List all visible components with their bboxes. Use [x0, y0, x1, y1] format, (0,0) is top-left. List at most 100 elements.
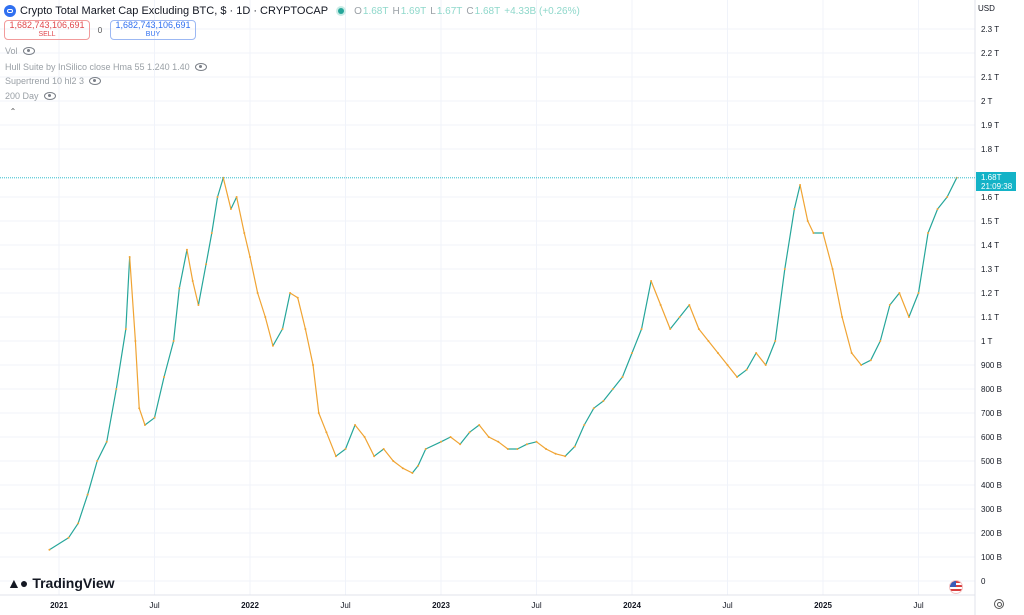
price-segment [249, 256, 259, 294]
price-segment [908, 292, 920, 318]
price-point [424, 448, 427, 450]
market-status-icon [338, 8, 345, 14]
price-point [799, 184, 802, 186]
ohlc-high-key: H [392, 5, 400, 17]
price-segment [774, 268, 786, 342]
price-segment [230, 196, 238, 210]
price-point [745, 368, 748, 371]
chart-grid [0, 0, 975, 595]
price-point [554, 452, 557, 455]
currency-label[interactable]: USD [978, 4, 995, 13]
gear-icon[interactable] [994, 599, 1004, 609]
price-segment [115, 328, 127, 390]
eye-icon[interactable] [43, 92, 56, 100]
sell-button[interactable]: 1,682,743,106,691 SELL [4, 20, 90, 40]
bar-countdown: 21:09:38 [981, 182, 1013, 191]
price-segment [67, 522, 79, 539]
tradingview-logo[interactable]: ▲● TradingView [7, 575, 115, 591]
price-point [67, 536, 70, 539]
price-point [281, 328, 284, 330]
price-segment [325, 431, 337, 457]
us-flag-icon[interactable] [949, 580, 963, 594]
price-segment [793, 184, 801, 210]
price-segment [765, 340, 776, 366]
price-segment [516, 443, 528, 450]
ohlc-close-value: 1.68T [474, 5, 501, 17]
price-point [197, 304, 200, 306]
price-segment [312, 364, 320, 414]
price-point [77, 522, 80, 525]
price-tick-label: 300 B [981, 505, 1002, 514]
indicator-200-day[interactable]: 200 Day [5, 91, 56, 101]
trade-buttons: 1,682,743,106,691 SELL 0 1,682,743,106,6… [4, 20, 196, 40]
time-tick-label: 2024 [623, 601, 641, 610]
price-segment [946, 177, 958, 198]
buy-button[interactable]: 1,682,743,106,691 BUY [110, 20, 196, 40]
sell-label: SELL [38, 31, 56, 38]
price-point [138, 407, 141, 410]
price-point [879, 340, 882, 342]
price-tick-label: 1.8 T [981, 145, 999, 154]
price-segment [554, 453, 566, 457]
price-segment [526, 441, 538, 445]
symbol-title[interactable]: Crypto Total Market Cap Excluding BTC, $… [20, 5, 329, 17]
price-segment [898, 292, 910, 318]
price-point [325, 431, 328, 434]
eye-icon[interactable] [194, 63, 207, 71]
price-segment [243, 232, 251, 258]
price-point [860, 364, 863, 366]
price-point [449, 436, 452, 438]
price-segment [125, 256, 131, 330]
price-point [334, 455, 337, 458]
price-point [344, 448, 347, 450]
price-tick-label: 500 B [981, 457, 1002, 466]
price-segment [205, 232, 213, 265]
price-segment [469, 424, 480, 433]
price-segment [698, 328, 710, 342]
price-point [525, 443, 528, 446]
logo-text: TradingView [32, 575, 115, 591]
price-segment [497, 441, 509, 450]
price-tick-label: 400 B [981, 481, 1002, 490]
collapse-legend-button[interactable]: ⌃ [9, 107, 17, 116]
time-tick-label: 2023 [432, 601, 450, 610]
price-point [312, 364, 315, 366]
price-point [812, 232, 815, 234]
price-segment [138, 407, 146, 426]
buy-price: 1,682,743,106,691 [115, 20, 191, 30]
indicator-label: Supertrend 10 hl2 3 [5, 76, 85, 86]
indicator-supertrend[interactable]: Supertrend 10 hl2 3 [5, 76, 102, 86]
indicator-label: Hull Suite by InSilico close Hma 55 1.24… [5, 62, 190, 72]
price-segment [186, 249, 194, 282]
indicator-hull-suite[interactable]: Hull Suite by InSilico close Hma 55 1.24… [5, 62, 207, 72]
price-segment [289, 292, 299, 299]
price-point [535, 440, 538, 443]
indicator-vol[interactable]: Vol [5, 46, 35, 56]
price-tick-label: 700 B [981, 409, 1002, 418]
price-point [222, 176, 225, 179]
price-tick-label: 1.6 T [981, 193, 999, 202]
price-segment [841, 316, 853, 354]
price-segment [373, 448, 385, 457]
price-point [163, 376, 166, 378]
price-segment [281, 292, 291, 330]
eye-icon[interactable] [22, 47, 35, 55]
price-segment [163, 340, 175, 378]
price-segment [96, 441, 108, 462]
price-point [205, 263, 208, 266]
price-segment [660, 304, 671, 330]
price-point [373, 455, 376, 458]
price-tick-label: 1.4 T [981, 241, 999, 250]
ohlc-change-value: +4.33B (+0.26%) [504, 5, 580, 17]
price-segment [411, 465, 419, 474]
price-point [659, 304, 662, 306]
price-point [185, 248, 188, 251]
price-segment [593, 400, 604, 409]
price-tick-label: 600 B [981, 433, 1002, 442]
price-segment [917, 232, 929, 294]
eye-icon[interactable] [89, 77, 102, 85]
price-segment [669, 316, 681, 330]
price-point [946, 196, 949, 198]
price-segment [879, 304, 891, 342]
